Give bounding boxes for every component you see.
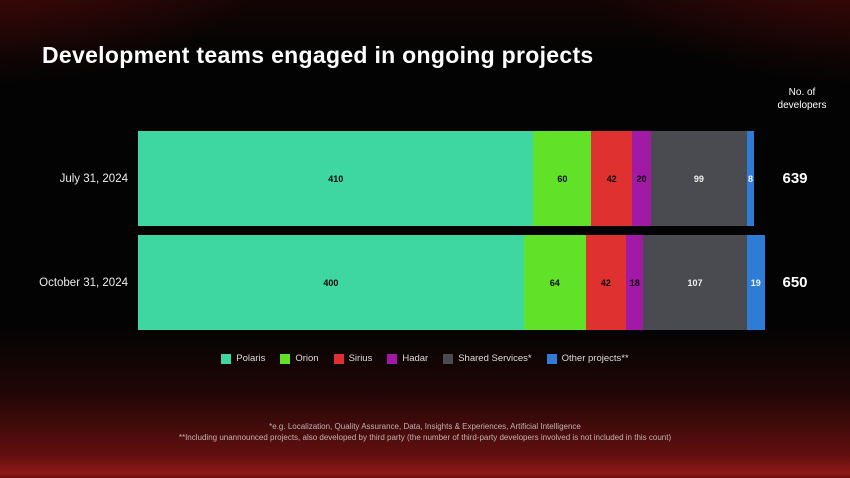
axis-note: No. of developers <box>777 87 827 111</box>
legend-label: Sirius <box>348 353 373 364</box>
bar-segment-polaris: 410 <box>138 131 534 226</box>
legend-label: Hadar <box>402 353 429 364</box>
bar-segment-hadar: 20 <box>631 131 652 226</box>
legend-item-sirius: Sirius <box>333 353 373 364</box>
bar-segment-shared-services: 99 <box>651 131 747 226</box>
segment-value: 8 <box>747 173 753 184</box>
bar-segment-orion: 64 <box>523 235 586 330</box>
legend-item-polaris: Polaris <box>221 353 265 364</box>
segment-value: 107 <box>687 277 703 288</box>
legend-label: Polaris <box>236 353 266 364</box>
bar-segment-hadar: 18 <box>626 235 644 330</box>
bar-segment-shared-services: 107 <box>643 235 747 330</box>
legend-swatch-icon <box>280 353 291 364</box>
segment-value: 60 <box>557 173 568 184</box>
stacked-bar: 410 60 42 20 99 8 <box>138 131 765 226</box>
stacked-bar: 400 64 42 18 107 19 <box>138 235 765 330</box>
legend-item-orion: Orion <box>280 353 319 364</box>
legend-label: Orion <box>295 353 319 364</box>
segment-value: 64 <box>549 277 560 288</box>
segment-value: 18 <box>629 277 640 288</box>
segment-value: 42 <box>606 173 617 184</box>
segment-value: 400 <box>323 277 339 288</box>
bar-segment-other-projects: 19 <box>746 235 765 330</box>
segment-value: 99 <box>693 173 704 184</box>
footnotes: *e.g. Localization, Quality Assurance, D… <box>0 421 850 443</box>
row-total: 650 <box>782 274 808 291</box>
segment-value: 42 <box>600 277 611 288</box>
legend-swatch-icon <box>387 353 398 364</box>
legend-swatch-icon <box>333 353 344 364</box>
chart-rows: July 31, 2024 410 60 42 20 99 8 639 October 31, … <box>0 131 850 330</box>
row-label: October 31, 2024 <box>39 276 128 289</box>
segment-value: 19 <box>750 277 761 288</box>
chart-legend: Polaris Orion Sirius Hadar Shared Services* O… <box>0 353 850 364</box>
footnote-line-2: **Including unannounced projects, also d… <box>178 433 672 442</box>
segment-value: 20 <box>636 173 647 184</box>
legend-item-hadar: Hadar <box>387 353 428 364</box>
legend-swatch-icon <box>221 353 232 364</box>
bar-segment-other-projects: 8 <box>746 131 755 226</box>
bar-segment-sirius: 42 <box>591 131 632 226</box>
legend-item-other-projects: Other projects** <box>546 353 629 364</box>
legend-label: Shared Services* <box>458 353 532 364</box>
legend-swatch-icon <box>443 353 454 364</box>
footnote-line-1: *e.g. Localization, Quality Assurance, D… <box>269 422 581 431</box>
bar-segment-polaris: 400 <box>138 235 524 330</box>
row-label: July 31, 2024 <box>59 172 128 185</box>
page-title: Development teams engaged in ongoing pro… <box>42 42 594 68</box>
bar-segment-sirius: 42 <box>585 235 627 330</box>
bar-segment-orion: 60 <box>533 131 592 226</box>
legend-item-shared-services: Shared Services* <box>443 353 532 364</box>
legend-label: Other projects** <box>561 353 629 364</box>
legend-swatch-icon <box>546 353 557 364</box>
chart-row: October 31, 2024 400 64 42 18 107 19 650 <box>0 235 850 330</box>
background-bottom-glow <box>0 328 850 478</box>
chart-row: July 31, 2024 410 60 42 20 99 8 639 <box>0 131 850 226</box>
segment-value: 410 <box>328 173 344 184</box>
row-total: 639 <box>782 170 808 187</box>
bar-chart: July 31, 2024 410 60 42 20 99 8 639 October 31, … <box>0 131 850 339</box>
